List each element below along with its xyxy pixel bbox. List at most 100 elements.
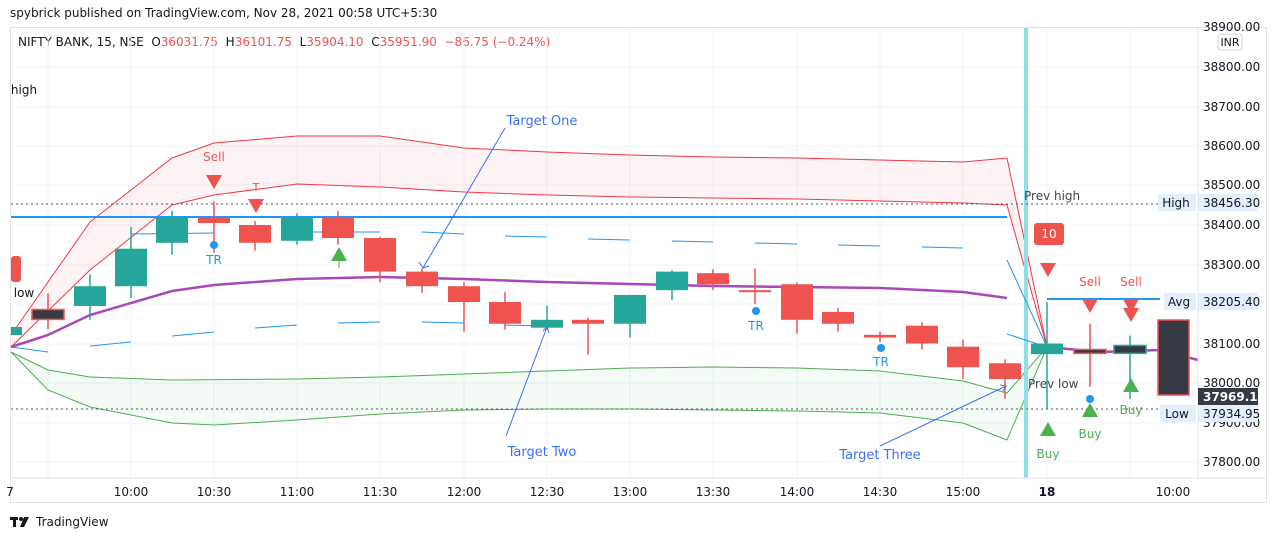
dashed-level-segment: [421, 321, 465, 324]
low-value: 35904.10: [306, 35, 364, 49]
time-tick: 12:30: [530, 485, 565, 499]
sell-arrow-icon: [1123, 299, 1139, 313]
dashed-level-segment: [754, 242, 798, 245]
avg-badge-label-bg: [1164, 293, 1196, 310]
candle-body[interactable]: [74, 286, 106, 306]
low-badge-value: 37934.95: [1203, 407, 1260, 421]
candle-body[interactable]: [531, 319, 563, 328]
candle-body[interactable]: [947, 346, 979, 368]
tradingview-brand: TradingView: [10, 515, 109, 529]
candle-body[interactable]: [781, 284, 813, 320]
candle-body[interactable]: [1031, 343, 1063, 355]
dashed-level-segment: [671, 240, 714, 243]
session-break: [1024, 28, 1028, 478]
target-three-arrow: [879, 385, 1007, 447]
avg-badge-label: Avg: [1168, 295, 1190, 309]
candle-body[interactable]: [239, 225, 271, 243]
t-label: T: [252, 181, 260, 194]
time-tick: 13:30: [696, 485, 731, 499]
last-candle-body[interactable]: [1157, 319, 1190, 396]
high-badge-label-bg: [1158, 194, 1196, 211]
candle-body[interactable]: [614, 294, 646, 324]
candle-body[interactable]: [864, 334, 896, 338]
tr-dot-icon: [210, 241, 218, 249]
high-value: 36101.75: [234, 35, 292, 49]
sell-label: Sell: [203, 150, 225, 164]
prev-low-label: Prev low: [1028, 377, 1079, 391]
target-two-arrow: [505, 326, 548, 437]
tr-label: TR: [205, 253, 222, 267]
candle-body[interactable]: [989, 363, 1021, 380]
sell-arrow-icon: [1123, 308, 1139, 322]
buy-arrow-icon: [1082, 403, 1098, 417]
price-tick: 38900.00: [1203, 20, 1260, 34]
tr-label: TR: [747, 319, 764, 333]
buy-band-fill: [11, 347, 1047, 440]
candle-body[interactable]: [1073, 348, 1107, 355]
candle-body[interactable]: [697, 273, 729, 285]
candle-body[interactable]: [115, 248, 147, 287]
dashed-level-segment: [254, 324, 298, 329]
t-label: T: [335, 258, 343, 271]
symbol-label[interactable]: NIFTY BANK, 15, NSE: [18, 35, 144, 49]
dashed-level-segment: [837, 244, 881, 247]
candle-body[interactable]: [156, 217, 188, 243]
avg-badge-value: 38205.40: [1203, 295, 1260, 309]
dashed-level-segment: [337, 321, 381, 324]
sell-band-lower: [10, 183, 1048, 348]
candle-body[interactable]: [822, 311, 854, 324]
buy-label: Buy: [1079, 427, 1102, 441]
currency-button[interactable]: [1217, 33, 1243, 51]
prev-high-label: Prev high: [1024, 189, 1080, 203]
dashed-level-segment: [921, 246, 964, 249]
avg-badge-value-bg: [1198, 293, 1258, 310]
dashed-level-segment: [171, 331, 215, 337]
candle-body[interactable]: [739, 290, 771, 293]
tr-dot-icon: [877, 344, 885, 352]
time-tick: 15:00: [946, 485, 981, 499]
chart-frame[interactable]: [10, 27, 1267, 503]
buy-label: Buy: [1037, 447, 1060, 461]
candle-body[interactable]: [906, 325, 938, 344]
time-tick: 13:00: [613, 485, 648, 499]
price-tick: 38300.00: [1203, 258, 1260, 272]
left-signal-badge: [11, 256, 21, 282]
time-tick: 14:30: [863, 485, 898, 499]
candle-body[interactable]: [281, 217, 313, 241]
buy-arrow-icon: [1123, 378, 1139, 392]
candle-body[interactable]: [322, 217, 354, 239]
candle-body[interactable]: [448, 286, 480, 303]
candle-body[interactable]: [572, 319, 604, 324]
high-badge-value: 38456.30: [1203, 196, 1260, 210]
target-two-label: Target Two: [507, 445, 577, 460]
candle-body[interactable]: [1113, 344, 1147, 355]
tr-dot-icon: [1086, 395, 1094, 403]
buy-arrow-icon: [1040, 422, 1056, 436]
candle-body[interactable]: [489, 302, 521, 324]
price-tick: 38400.00: [1203, 218, 1260, 232]
target-one-label: Target One: [506, 114, 578, 129]
tradingview-logo-icon: [10, 517, 29, 527]
candle-body[interactable]: [406, 271, 438, 287]
price-tick: 38600.00: [1203, 139, 1260, 153]
target-three-label: Target Three: [838, 448, 921, 463]
low-badge-value-bg: [1198, 405, 1258, 422]
currency-label: INR: [1220, 36, 1239, 49]
sell-band-upper: [10, 135, 1048, 348]
sell-label: Sell: [1079, 275, 1101, 289]
sell-arrow-icon: [1082, 299, 1098, 313]
price-tick: 38100.00: [1203, 337, 1260, 351]
target-three-arrowhead: [999, 384, 1007, 392]
price-tick: 38500.00: [1203, 178, 1260, 192]
candle-body[interactable]: [656, 271, 688, 291]
candle-body[interactable]: [364, 238, 396, 272]
candle-body[interactable]: [31, 308, 65, 321]
candle-body[interactable]: [198, 217, 230, 224]
target-two-arrowhead: [542, 326, 550, 334]
change-value: −86.75 (−0.24%): [444, 35, 551, 49]
buy-band-upper: [10, 346, 1048, 394]
dashed-level-segment: [1006, 259, 1048, 348]
time-tick: 10:00: [114, 485, 149, 499]
sell-label: Sell: [1120, 275, 1142, 289]
